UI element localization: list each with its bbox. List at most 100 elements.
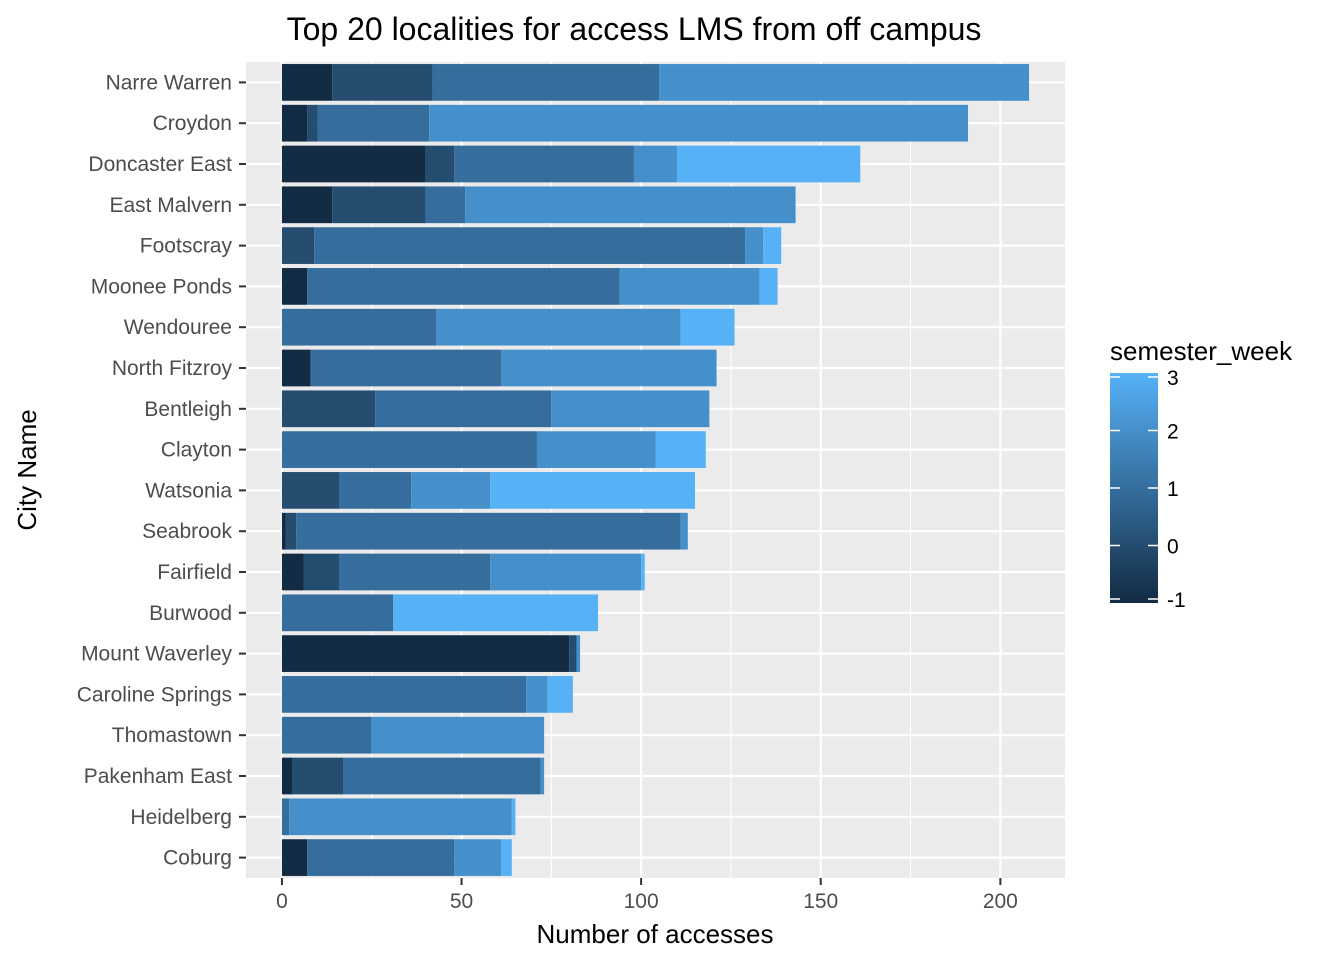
bar-segment [501, 349, 717, 387]
legend-tick-label: 2 [1167, 421, 1179, 444]
bar-segment [303, 553, 340, 591]
bar-segment [281, 268, 308, 305]
y-tick-label: Coburg [163, 847, 232, 870]
y-tick-label: Heidelberg [130, 806, 232, 829]
bar-segment [432, 64, 660, 101]
y-tick-label: Pakenham East [84, 765, 232, 788]
bar-segment [307, 839, 455, 876]
y-axis-title: City Name [12, 409, 42, 530]
bar-segment [281, 798, 290, 836]
bar-segment [547, 676, 573, 713]
y-tick-label: Burwood [149, 602, 232, 625]
chart-title: Top 20 localities for access LMS from of… [287, 11, 982, 47]
y-tick-label: Moonee Ponds [91, 275, 232, 298]
y-tick-label: Mount Waverley [81, 643, 232, 666]
bar-segment [429, 104, 969, 142]
bar-segment [339, 472, 412, 509]
bar-segment [511, 798, 516, 836]
y-tick-label: North Fitzroy [112, 357, 233, 380]
bar-segment [526, 676, 548, 713]
y-tick-label: Watsonia [145, 479, 232, 502]
y-tick-label: Bentleigh [144, 398, 232, 421]
bar-segment [332, 64, 433, 101]
bar-segment [465, 186, 796, 224]
bar-segment [332, 186, 426, 224]
bar-segment [281, 472, 340, 509]
y-tick-label: East Malvern [109, 194, 232, 217]
x-tick-label: 200 [983, 890, 1018, 913]
x-tick-label: 150 [803, 890, 838, 913]
bar-segment [540, 757, 545, 795]
bars [281, 64, 1030, 876]
legend: semester_week 3 2 1 0 -1 [1110, 336, 1293, 612]
bar-segment [281, 594, 394, 632]
bar-segment [641, 553, 645, 591]
bar-segment [371, 716, 545, 754]
bar-segment [375, 390, 552, 428]
bar-segment [759, 268, 778, 305]
legend-tick-label: 1 [1167, 478, 1179, 501]
bar-segment [490, 472, 696, 509]
bar-segment [677, 145, 861, 183]
bar-segment [296, 512, 681, 550]
bar-segment [551, 390, 710, 428]
bar-segment [281, 757, 293, 795]
x-tick-label: 50 [450, 890, 473, 913]
bar-segment [289, 798, 512, 836]
bar-segment [281, 186, 333, 224]
bar-segment [680, 308, 735, 346]
bar-segment [342, 757, 541, 795]
bar-segment [281, 676, 527, 713]
y-tick-label: Clayton [161, 439, 232, 462]
x-tick-label: 100 [624, 890, 659, 913]
bar-segment [536, 431, 656, 468]
bar-segment [281, 839, 308, 876]
bar-segment [501, 839, 512, 876]
bar-segment [281, 512, 286, 550]
bar-segment [285, 512, 297, 550]
bar-segment [314, 227, 746, 264]
bar-segment [425, 186, 466, 224]
y-tick-label: Fairfield [157, 561, 232, 584]
bar-segment [633, 145, 678, 183]
bar-segment [307, 268, 620, 305]
bar-segment [339, 553, 491, 591]
bar-segment [292, 757, 343, 795]
bar-segment [281, 431, 537, 468]
bar-segment [281, 308, 437, 346]
bar-segment [317, 104, 430, 142]
bar-segment [619, 268, 760, 305]
bar-segment [281, 145, 426, 183]
bar-segment [281, 227, 315, 264]
bar-segment [436, 308, 681, 346]
legend-tick-label: 0 [1167, 536, 1179, 559]
y-tick-label: Thomastown [112, 724, 232, 747]
y-tick-label: Doncaster East [88, 153, 232, 176]
bar-segment [281, 104, 308, 142]
bar-segment [576, 635, 581, 672]
bar-segment [569, 635, 577, 672]
bar-segment [454, 145, 634, 183]
bar-segment [281, 635, 570, 672]
y-tick-label: Footscray [140, 235, 233, 258]
plot-panel [246, 62, 1065, 878]
bar-segment [680, 512, 688, 550]
y-axis: Narre Warren Croydon Doncaster East East Ma… [77, 71, 246, 870]
y-tick-label: Croydon [153, 112, 232, 135]
bar-segment [307, 104, 318, 142]
x-axis-title: Number of accesses [537, 919, 774, 949]
bar-segment [745, 227, 764, 264]
y-tick-label: Caroline Springs [77, 683, 232, 706]
bar-segment [763, 227, 782, 264]
x-axis: 0 50 100 150 200 [276, 878, 1018, 913]
bar-segment [281, 349, 311, 387]
y-tick-label: Narre Warren [106, 71, 232, 94]
legend-title: semester_week [1110, 336, 1293, 366]
bar-segment [411, 472, 491, 509]
x-tick-label: 0 [276, 890, 288, 913]
bar-segment [310, 349, 502, 387]
bar-segment [281, 553, 304, 591]
bar-segment [425, 145, 455, 183]
bar-segment [393, 594, 599, 632]
